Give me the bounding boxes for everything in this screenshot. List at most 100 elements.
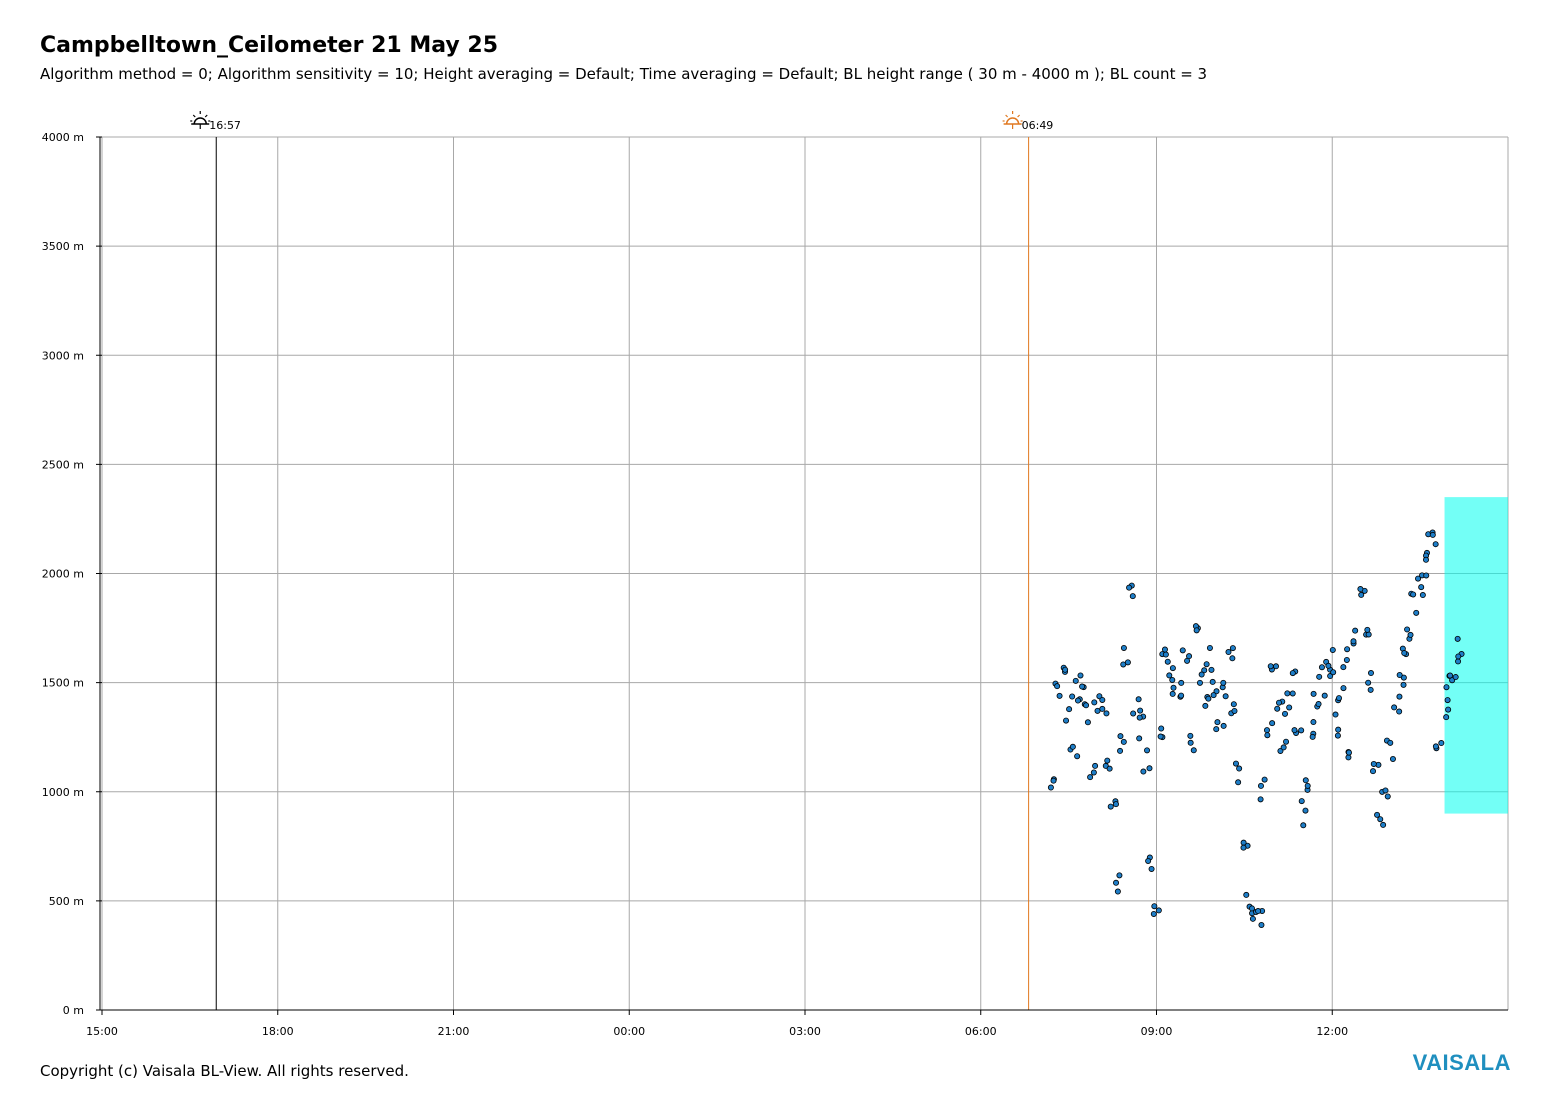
y-tick-label: 0 m: [63, 1004, 84, 1017]
bl-point: [1327, 673, 1334, 680]
bl-point: [1050, 777, 1057, 784]
bl-point: [1213, 688, 1220, 695]
bl-point: [1137, 707, 1144, 714]
bl-point: [1092, 762, 1099, 769]
bl-point: [1380, 821, 1387, 828]
bl-point: [1206, 644, 1213, 651]
y-tick-label: 3000 m: [42, 349, 84, 362]
bl-point: [1291, 727, 1298, 734]
bl-point: [1186, 653, 1193, 660]
bl-point: [1452, 674, 1459, 681]
bl-point: [1178, 679, 1185, 686]
bl-point: [1103, 710, 1110, 717]
bl-point: [1332, 711, 1339, 718]
bl-point: [1117, 747, 1124, 754]
bl-point: [1187, 732, 1194, 739]
bl-point: [1304, 782, 1311, 789]
y-tick-label: 3500 m: [42, 240, 84, 253]
bl-point: [1345, 754, 1352, 761]
bl-point: [1284, 690, 1291, 697]
bl-point: [1364, 626, 1371, 633]
bl-point: [1162, 651, 1169, 658]
bl-point: [1148, 865, 1155, 872]
bl-point: [1396, 708, 1403, 715]
bl-point: [1264, 732, 1271, 739]
bl-point: [1178, 692, 1185, 699]
bl-point: [1298, 727, 1305, 734]
bl-point: [1400, 681, 1407, 688]
bl-point: [1077, 672, 1084, 679]
bl-point: [1357, 586, 1364, 593]
bl-point: [1069, 743, 1076, 750]
boundary-layer-series: [1047, 529, 1465, 929]
sunset-time-label: 16:57: [209, 119, 241, 132]
bl-point: [1232, 760, 1239, 767]
bl-point: [1445, 706, 1452, 713]
bl-point: [1130, 710, 1137, 717]
bl-point: [1289, 690, 1296, 697]
bl-point: [1302, 807, 1309, 814]
bl-point: [1169, 665, 1176, 672]
x-tick-label: 03:00: [789, 1025, 821, 1038]
bl-point: [1377, 816, 1384, 823]
bl-point: [1166, 672, 1173, 679]
bl-point: [1276, 699, 1283, 706]
x-tick-label: 18:00: [262, 1025, 294, 1038]
bl-point: [1220, 722, 1227, 729]
bl-point: [1112, 801, 1119, 808]
bl-point: [1370, 768, 1377, 775]
bl-point: [1063, 717, 1070, 724]
bl-point: [1135, 696, 1142, 703]
bl-point: [1352, 627, 1359, 634]
bl-point: [1213, 726, 1220, 733]
bl-point: [1117, 733, 1124, 740]
bl-point: [1282, 710, 1289, 717]
bl-point: [1309, 733, 1316, 740]
bl-point: [1136, 714, 1143, 721]
y-tick-label: 4000 m: [42, 131, 84, 144]
bl-point: [1302, 777, 1309, 784]
bl-point: [1444, 697, 1451, 704]
bl-point: [1358, 591, 1365, 598]
bl-point: [1205, 695, 1212, 702]
bl-point: [1222, 693, 1229, 700]
bl-point: [1286, 704, 1293, 711]
bl-point: [1066, 706, 1073, 713]
bl-point: [1423, 556, 1430, 563]
bl-point: [1255, 908, 1262, 915]
bl-point: [1170, 684, 1177, 691]
bl-point: [1370, 760, 1377, 767]
bl-point: [1054, 683, 1061, 690]
bl-point: [1318, 664, 1325, 671]
bl-point: [1202, 702, 1209, 709]
sunrise-time-label: 06:49: [1022, 119, 1054, 132]
x-tick-label: 21:00: [438, 1025, 470, 1038]
bl-point: [1298, 798, 1305, 805]
bl-point: [1443, 714, 1450, 721]
bl-point: [1087, 774, 1094, 781]
bl-point: [1231, 707, 1238, 714]
bl-point: [1344, 646, 1351, 653]
bl-point: [1157, 733, 1164, 740]
bl-point: [1429, 531, 1436, 538]
bl-point: [1367, 670, 1374, 677]
bl-point: [1389, 756, 1396, 763]
sunset-icon: [190, 111, 211, 129]
bl-point: [1334, 732, 1341, 739]
bl-point: [1340, 664, 1347, 671]
bl-point: [1329, 646, 1336, 653]
x-tick-label: 09:00: [1141, 1025, 1173, 1038]
bl-point: [1274, 705, 1281, 712]
bl-point: [1374, 811, 1381, 818]
bl-point: [1280, 744, 1287, 751]
bl-point: [1267, 663, 1274, 670]
bl-point: [1047, 784, 1054, 791]
bl-point: [1069, 693, 1076, 700]
bl-point: [1074, 697, 1081, 704]
bl-point: [1084, 719, 1091, 726]
bl-point: [1316, 673, 1323, 680]
vaisala-logo: VAISALA: [1412, 1050, 1511, 1075]
bl-point: [1201, 667, 1208, 674]
bl-point: [1144, 747, 1151, 754]
bl-point: [1257, 796, 1264, 803]
